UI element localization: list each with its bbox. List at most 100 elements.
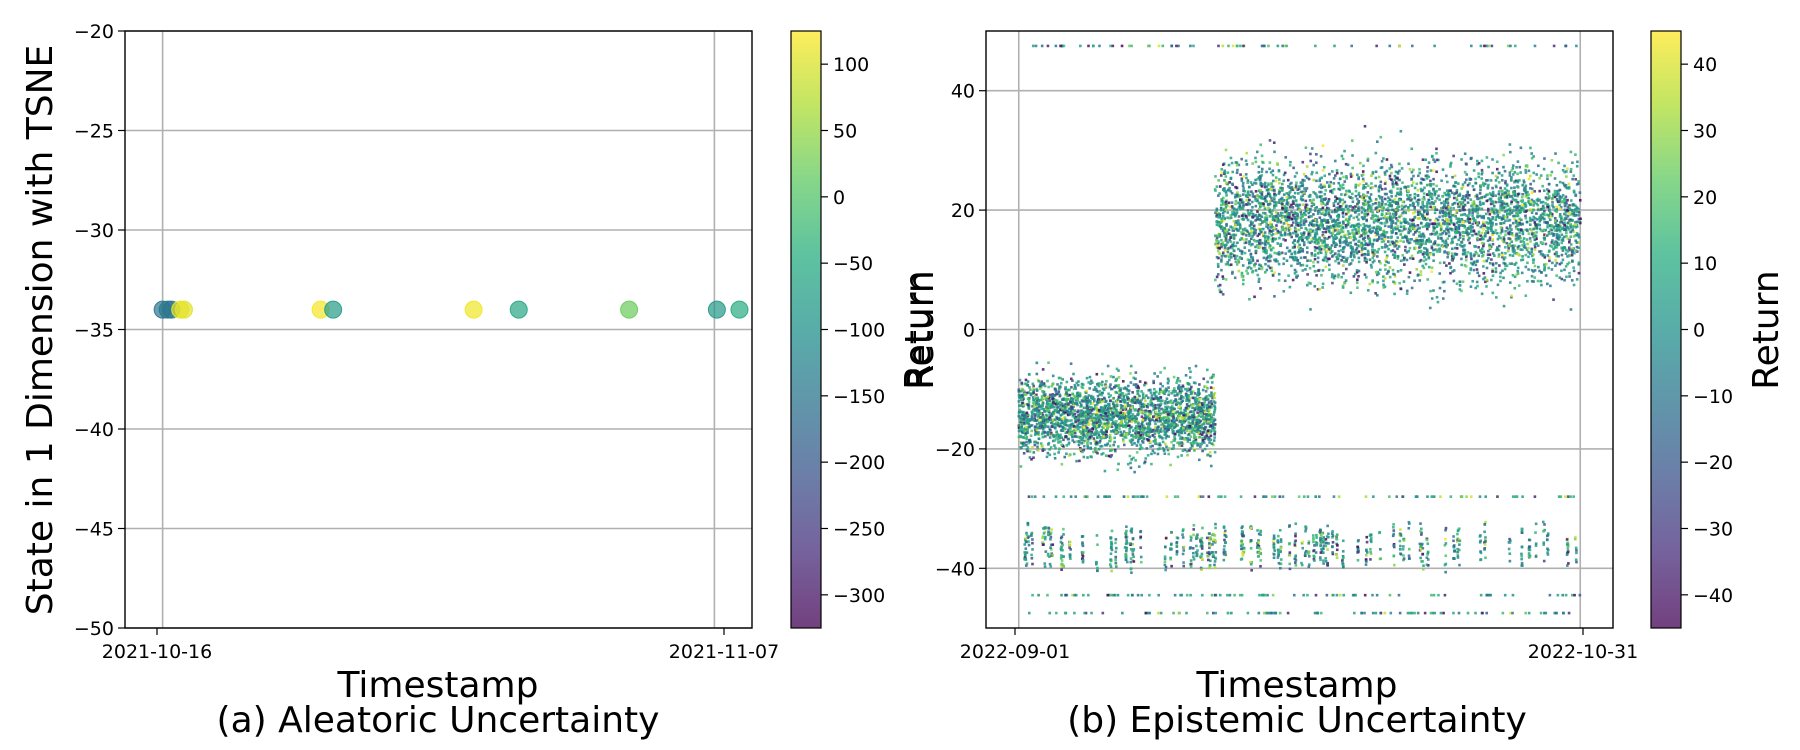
panel-b-point [1252, 227, 1256, 231]
panel-b-point [1212, 429, 1216, 432]
panel-b-point [1555, 241, 1559, 244]
panel-b-point [1128, 430, 1131, 434]
panel-a-colorbar-label: Return [898, 270, 939, 389]
panel-b-point [1080, 432, 1083, 435]
panel-b-point [1019, 435, 1023, 439]
panel-b-point [1208, 441, 1211, 444]
panel-b-point [1336, 202, 1340, 206]
panel-b-point [1513, 249, 1516, 252]
panel-b-point [1340, 154, 1344, 158]
panel-b-point [1453, 174, 1457, 178]
panel-b-point [1210, 420, 1213, 424]
panel-b-point [1305, 251, 1309, 254]
panel-b-point [1186, 437, 1190, 440]
panel-b-point [1062, 438, 1065, 442]
panel-b-point [1578, 199, 1582, 202]
panel-b-point [1289, 160, 1292, 164]
panel-b-point [1041, 449, 1045, 452]
panel-b-point [1153, 429, 1156, 432]
panel-b-point [1099, 406, 1103, 410]
panel-b-point [1318, 236, 1321, 240]
panel-b-point [1017, 424, 1021, 427]
panel-b-point [1161, 384, 1164, 388]
panel-b-point [1444, 232, 1448, 235]
panel-b-point [1137, 465, 1141, 468]
panel-b-point [1324, 221, 1328, 224]
panel-b-point [1076, 440, 1079, 443]
panel-b-point [1077, 427, 1080, 430]
panel-b-point [1409, 256, 1412, 260]
panel-b-point [1203, 447, 1207, 451]
panel-b-point [1334, 174, 1337, 177]
panel-b-point [1421, 158, 1425, 161]
panel-b-point [1208, 436, 1211, 439]
panel-b-point [1214, 242, 1217, 246]
panel-b-point [1170, 392, 1173, 395]
panel-b-point [1558, 230, 1562, 233]
panel-b-point [1477, 175, 1481, 179]
panel-b-point [1429, 240, 1432, 243]
panel-a-ytick-label: −30 [74, 220, 114, 242]
panel-b-point [1496, 211, 1499, 215]
panel-b-point [1431, 232, 1434, 236]
panel-b-point [1145, 438, 1149, 441]
panel-b-point [1186, 381, 1190, 385]
panel-b-point [1358, 195, 1362, 198]
panel-b-point [1410, 222, 1413, 226]
panel-b-point [1302, 219, 1306, 222]
panel-b-point [1496, 176, 1499, 179]
panel-b-point [1316, 256, 1320, 260]
panel-b-point [1257, 223, 1261, 226]
panel-b-point [1197, 400, 1201, 404]
panel-b-point [1085, 426, 1089, 430]
panel-b-point [1136, 420, 1139, 424]
panel-b-point [1141, 420, 1144, 423]
panel-b-point [1017, 393, 1021, 397]
panel-b-point [1197, 412, 1201, 416]
panel-b-point [1504, 181, 1507, 185]
panel-b-point [1104, 412, 1108, 415]
panel-b-point [1522, 237, 1526, 240]
panel-b-point [1242, 186, 1245, 190]
panel-b-point [1515, 200, 1518, 204]
panel-b-point [1564, 195, 1568, 199]
panel-b-point [1032, 451, 1036, 454]
panel-b-point [1120, 419, 1124, 423]
panel-b-point [1041, 383, 1044, 387]
panel-b-point [1193, 449, 1196, 452]
panel-b-point [1063, 410, 1066, 414]
panel-b-point [1170, 440, 1173, 444]
panel-b-point [1472, 268, 1476, 272]
panel-b-point [1355, 270, 1359, 274]
panel-b-point [1343, 193, 1347, 197]
panel-b-point [1041, 418, 1045, 421]
panel-b-point [1417, 249, 1421, 253]
panel-b-point [1073, 412, 1077, 416]
panel-b-point [1204, 426, 1208, 429]
panel-b-point [1136, 389, 1139, 393]
panel-b-point [1450, 237, 1454, 241]
panel-b-point [1089, 428, 1092, 431]
panel-b-point [1474, 205, 1478, 208]
panel-b-point [1527, 268, 1530, 271]
panel-b-point [1271, 188, 1275, 192]
panel-b-point [1532, 203, 1535, 207]
panel-b-point [1312, 213, 1315, 216]
panel-b-point [1256, 193, 1259, 197]
panel-b-point [1466, 183, 1470, 187]
panel-b-point [1039, 384, 1042, 387]
panel-b-point [1338, 225, 1342, 228]
panel-b-point [1219, 174, 1223, 177]
panel-b-point [1435, 189, 1438, 193]
panel-b-point [1541, 229, 1544, 233]
panel-b-point [1474, 221, 1478, 225]
panel-b-point [1508, 171, 1512, 174]
panel-b-point [1038, 387, 1042, 391]
panel-b-point [1135, 431, 1139, 434]
panel-b-point [1174, 399, 1178, 402]
panel-b-point [1523, 203, 1526, 206]
panel-b-point [1395, 239, 1398, 243]
panel-b-point [1313, 231, 1317, 235]
panel-b-point [1138, 427, 1142, 430]
